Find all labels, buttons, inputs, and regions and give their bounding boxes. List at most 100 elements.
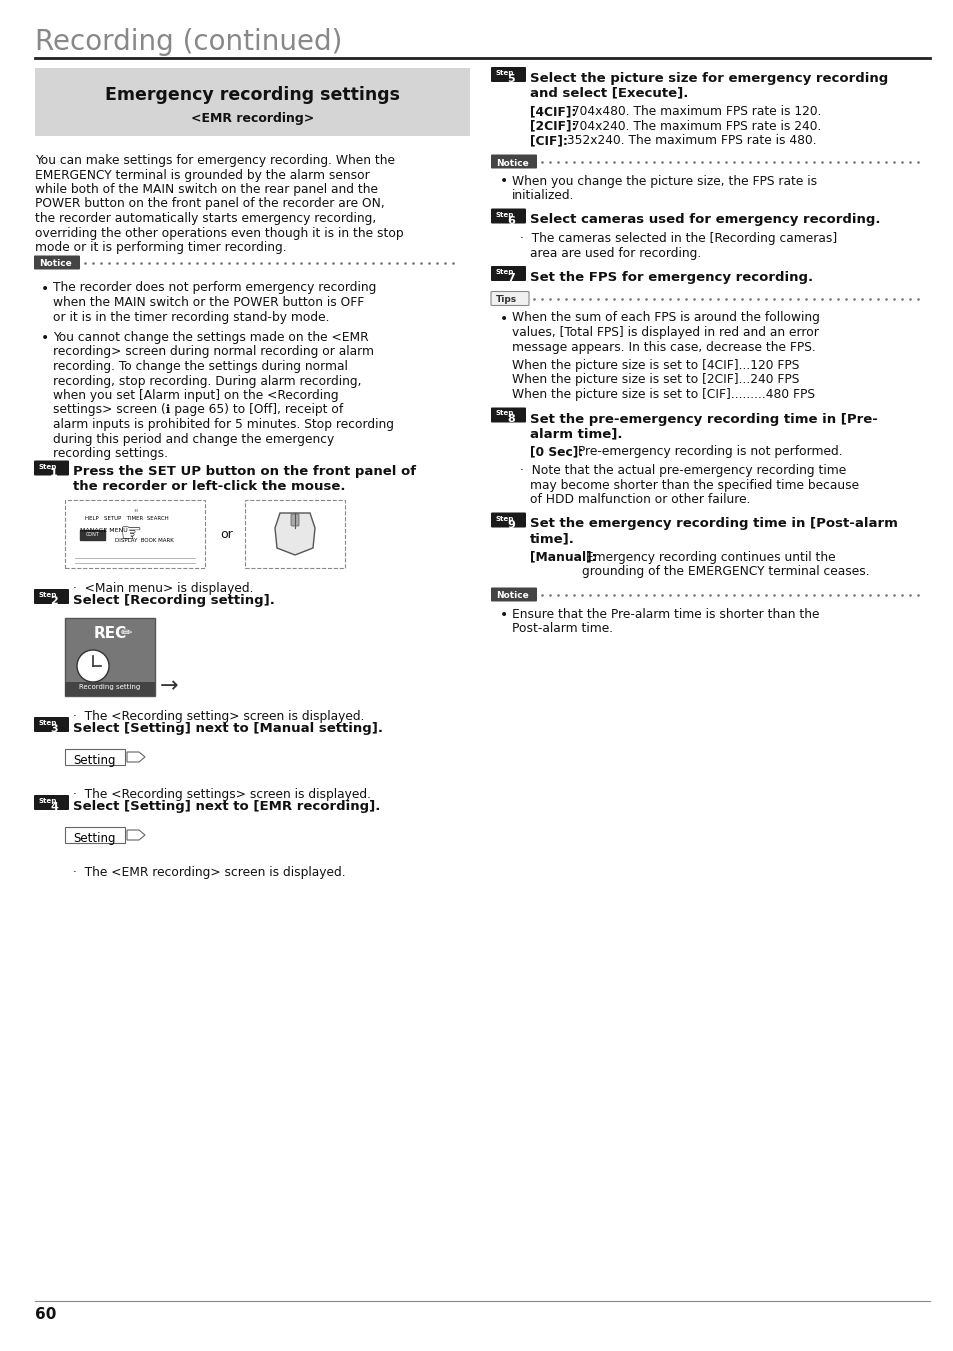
FancyBboxPatch shape — [35, 68, 470, 136]
Text: You cannot change the settings made on the <EMR: You cannot change the settings made on t… — [53, 331, 368, 345]
Text: Step: Step — [496, 269, 514, 276]
Text: Step: Step — [39, 720, 57, 725]
Text: 352x240. The maximum FPS rate is 480.: 352x240. The maximum FPS rate is 480. — [562, 134, 816, 147]
Text: DISPLAY  BOOK MARK: DISPLAY BOOK MARK — [115, 538, 173, 543]
Text: 1: 1 — [51, 467, 58, 477]
Text: Pre-emergency recording is not performed.: Pre-emergency recording is not performed… — [574, 446, 841, 458]
Text: 6: 6 — [507, 216, 515, 226]
Text: message appears. In this case, decrease the FPS.: message appears. In this case, decrease … — [512, 340, 815, 354]
Text: initialized.: initialized. — [512, 189, 574, 203]
Text: ·  <Main menu> is displayed.: · <Main menu> is displayed. — [73, 582, 253, 594]
Text: <EMR recording>: <EMR recording> — [191, 112, 314, 126]
Text: Tips: Tips — [496, 296, 517, 304]
Text: Setting: Setting — [73, 832, 115, 844]
Text: alarm time].: alarm time]. — [530, 427, 622, 440]
Text: The recorder does not perform emergency recording: The recorder does not perform emergency … — [53, 281, 376, 295]
Text: 704x240. The maximum FPS rate is 240.: 704x240. The maximum FPS rate is 240. — [568, 119, 821, 132]
Text: Recording (continued): Recording (continued) — [35, 28, 342, 55]
Text: 5: 5 — [507, 74, 515, 84]
Text: 9: 9 — [507, 520, 515, 530]
Text: REC: REC — [93, 626, 127, 640]
Text: 8: 8 — [507, 415, 515, 424]
FancyBboxPatch shape — [491, 68, 525, 82]
Text: When you change the picture size, the FPS rate is: When you change the picture size, the FP… — [512, 174, 817, 188]
Text: Recording setting: Recording setting — [79, 684, 140, 690]
Text: ·  The cameras selected in the [Recording cameras]: · The cameras selected in the [Recording… — [519, 232, 837, 245]
Text: ": " — [132, 508, 137, 517]
Text: Set the FPS for emergency recording.: Set the FPS for emergency recording. — [530, 272, 812, 284]
Text: of HDD malfunction or other failure.: of HDD malfunction or other failure. — [530, 493, 750, 507]
Text: may become shorter than the specified time because: may become shorter than the specified ti… — [530, 478, 859, 492]
Text: You can make settings for emergency recording. When the: You can make settings for emergency reco… — [35, 154, 395, 168]
Text: and select [Execute].: and select [Execute]. — [530, 86, 688, 100]
Text: 3: 3 — [51, 724, 58, 734]
Text: ·  The <Recording settings> screen is displayed.: · The <Recording settings> screen is dis… — [73, 788, 371, 801]
FancyBboxPatch shape — [65, 827, 125, 843]
Text: Step: Step — [496, 70, 514, 76]
FancyBboxPatch shape — [34, 794, 69, 811]
FancyBboxPatch shape — [491, 154, 537, 169]
Text: [2CIF]:: [2CIF]: — [530, 119, 576, 132]
Text: while both of the MAIN switch on the rear panel and the: while both of the MAIN switch on the rea… — [35, 182, 377, 196]
FancyBboxPatch shape — [245, 500, 345, 567]
FancyBboxPatch shape — [491, 292, 529, 305]
Text: ☞: ☞ — [120, 521, 142, 546]
Text: 704x480. The maximum FPS rate is 120.: 704x480. The maximum FPS rate is 120. — [568, 105, 821, 118]
Text: •: • — [41, 331, 50, 345]
Text: Emergency recording settings: Emergency recording settings — [105, 86, 399, 104]
Text: Step: Step — [39, 798, 57, 804]
Text: grounding of the EMERGENCY terminal ceases.: grounding of the EMERGENCY terminal ceas… — [581, 565, 869, 578]
Text: recording> screen during normal recording or alarm: recording> screen during normal recordin… — [53, 346, 374, 358]
Text: →: → — [160, 676, 178, 696]
FancyBboxPatch shape — [491, 266, 525, 281]
FancyBboxPatch shape — [34, 717, 69, 732]
FancyBboxPatch shape — [491, 512, 525, 527]
Text: Select [Setting] next to [Manual setting].: Select [Setting] next to [Manual setting… — [73, 721, 382, 735]
Text: 60: 60 — [35, 1306, 56, 1323]
Text: [4CIF]:: [4CIF]: — [530, 105, 576, 118]
Text: the recorder or left-click the mouse.: the recorder or left-click the mouse. — [73, 480, 345, 493]
Text: ·  The <EMR recording> screen is displayed.: · The <EMR recording> screen is displaye… — [73, 866, 345, 880]
Text: Step: Step — [496, 516, 514, 521]
Text: Notice: Notice — [39, 259, 71, 269]
Text: When the picture size is set to [2CIF]...240 FPS: When the picture size is set to [2CIF]..… — [512, 373, 799, 386]
Text: when you set [Alarm input] on the <Recording: when you set [Alarm input] on the <Recor… — [53, 389, 338, 403]
Text: When the sum of each FPS is around the following: When the sum of each FPS is around the f… — [512, 312, 819, 324]
FancyBboxPatch shape — [34, 461, 69, 476]
Text: Select the picture size for emergency recording: Select the picture size for emergency re… — [530, 72, 887, 85]
Polygon shape — [127, 753, 145, 762]
FancyBboxPatch shape — [34, 255, 80, 269]
Polygon shape — [274, 513, 314, 555]
Text: Step: Step — [39, 592, 57, 598]
Text: [Manual]:: [Manual]: — [530, 550, 596, 563]
Text: ·  The <Recording setting> screen is displayed.: · The <Recording setting> screen is disp… — [73, 711, 364, 723]
Text: Emergency recording continues until the: Emergency recording continues until the — [581, 550, 835, 563]
Text: settings> screen (ℹ page 65) to [Off], receipt of: settings> screen (ℹ page 65) to [Off], r… — [53, 404, 343, 416]
Text: •: • — [499, 174, 508, 189]
Text: Set the pre-emergency recording time in [Pre-: Set the pre-emergency recording time in … — [530, 412, 877, 426]
Text: when the MAIN switch or the POWER button is OFF: when the MAIN switch or the POWER button… — [53, 296, 364, 309]
Circle shape — [77, 650, 109, 682]
Text: HELP   SETUP   TIMER  SEARCH: HELP SETUP TIMER SEARCH — [85, 516, 169, 521]
Text: CONT: CONT — [86, 532, 100, 536]
Text: alarm inputs is prohibited for 5 minutes. Stop recording: alarm inputs is prohibited for 5 minutes… — [53, 417, 394, 431]
Text: •: • — [499, 312, 508, 326]
FancyBboxPatch shape — [491, 208, 525, 223]
Text: Step: Step — [39, 463, 57, 470]
FancyBboxPatch shape — [491, 408, 525, 423]
Text: EMERGENCY terminal is grounded by the alarm sensor: EMERGENCY terminal is grounded by the al… — [35, 169, 370, 181]
Text: Step: Step — [496, 212, 514, 218]
Text: Notice: Notice — [496, 592, 528, 600]
Text: When the picture size is set to [CIF].........480 FPS: When the picture size is set to [CIF]...… — [512, 388, 814, 401]
FancyBboxPatch shape — [291, 513, 298, 526]
Text: Setting: Setting — [73, 754, 115, 767]
FancyBboxPatch shape — [34, 589, 69, 604]
FancyBboxPatch shape — [80, 530, 105, 540]
Text: recording. To change the settings during normal: recording. To change the settings during… — [53, 359, 348, 373]
Text: ·  Note that the actual pre-emergency recording time: · Note that the actual pre-emergency rec… — [519, 463, 845, 477]
Text: recording settings.: recording settings. — [53, 447, 168, 459]
FancyBboxPatch shape — [65, 682, 154, 696]
Text: 2: 2 — [51, 596, 58, 607]
Text: or it is in the timer recording stand-by mode.: or it is in the timer recording stand-by… — [53, 311, 329, 323]
Text: 4: 4 — [50, 802, 58, 812]
